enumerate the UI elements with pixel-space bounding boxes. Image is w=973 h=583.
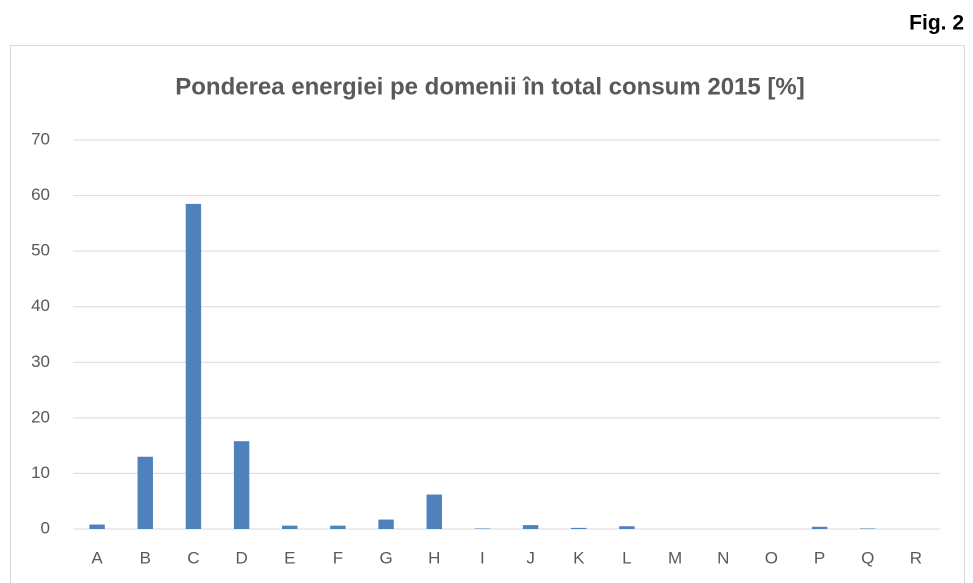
x-tick-label: B <box>140 548 151 567</box>
x-tick-label: M <box>668 548 682 567</box>
x-tick-label: N <box>717 548 729 567</box>
y-tick-label: 40 <box>31 296 50 315</box>
y-tick-label: 60 <box>31 185 50 204</box>
y-tick-label: 20 <box>31 407 50 426</box>
y-tick-label: 70 <box>31 129 50 148</box>
x-tick-label: P <box>814 548 825 567</box>
x-tick-label: K <box>573 548 585 567</box>
bar <box>619 526 635 529</box>
x-tick-label: E <box>284 548 295 567</box>
figure-label: Fig. 2 <box>909 12 964 35</box>
y-tick-label: 50 <box>31 241 50 260</box>
x-tick-label: Q <box>861 548 874 567</box>
bar <box>860 528 876 529</box>
x-tick-label: D <box>235 548 247 567</box>
bar <box>137 456 153 529</box>
x-tick-label: L <box>622 548 631 567</box>
x-tick-label: R <box>910 548 922 567</box>
bar <box>330 525 346 529</box>
x-tick-label: H <box>428 548 440 567</box>
x-tick-label: I <box>480 548 485 567</box>
bar <box>426 494 442 529</box>
x-tick-label: C <box>187 548 199 567</box>
bar <box>233 441 250 529</box>
x-tick-label: A <box>91 548 103 567</box>
bar <box>378 519 394 529</box>
y-tick-label: 30 <box>31 352 50 371</box>
bar <box>811 526 828 529</box>
bar <box>282 525 298 529</box>
bar <box>185 203 202 529</box>
bar <box>571 527 587 529</box>
chart-title: Ponderea energiei pe domenii în total co… <box>175 73 804 100</box>
bar <box>522 525 539 529</box>
bar <box>89 524 105 529</box>
x-tick-label: F <box>333 548 343 567</box>
x-tick-label: G <box>379 548 392 567</box>
y-tick-label: 0 <box>41 518 50 537</box>
chart-frame <box>10 45 965 583</box>
y-tick-label: 10 <box>31 463 50 482</box>
bar <box>474 528 491 529</box>
x-tick-label: O <box>765 548 778 567</box>
x-tick-label: J <box>526 548 535 567</box>
